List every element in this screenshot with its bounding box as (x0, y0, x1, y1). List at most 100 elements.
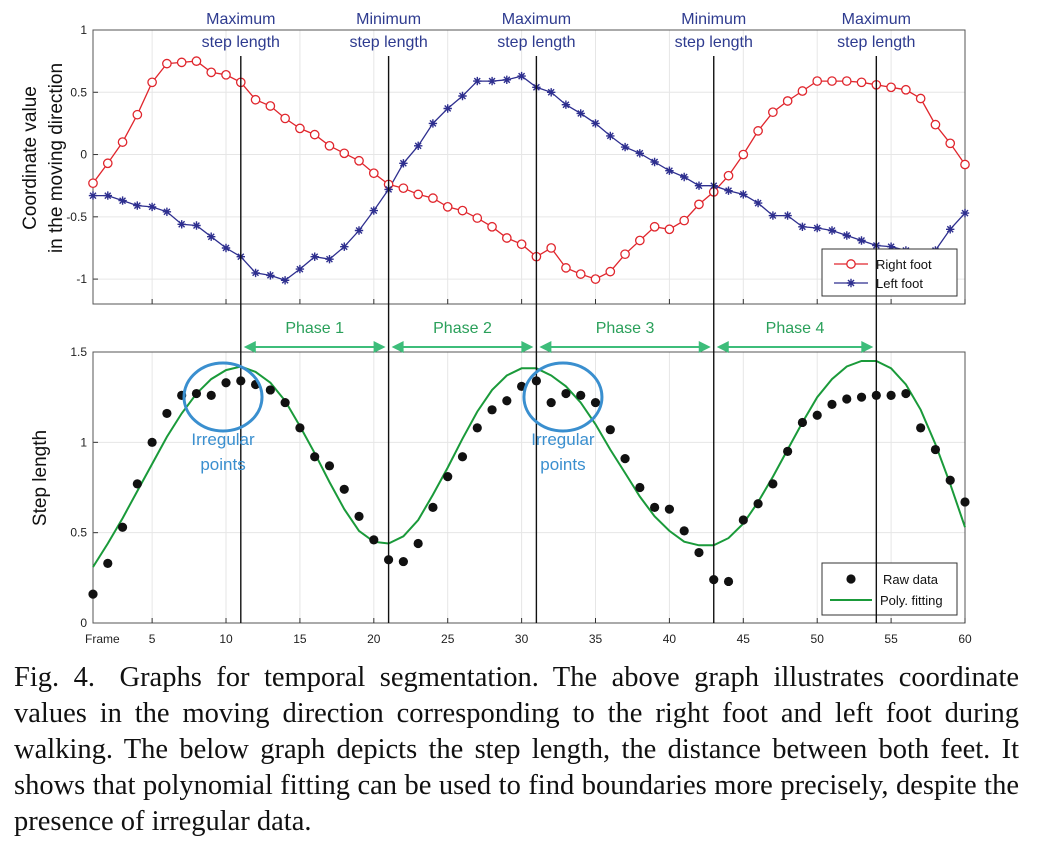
raw-data-point (369, 535, 379, 545)
right-foot-point (516, 239, 527, 250)
left-foot-point (753, 198, 763, 208)
left-foot-point (783, 211, 792, 220)
raw-data-point (221, 378, 231, 388)
top-ytick-label: 0.5 (70, 85, 87, 99)
left-foot-point (103, 191, 112, 200)
figure-caption: Fig. 4. Graphs for temporal segmentation… (14, 660, 1019, 840)
bottom-ytick-label: 1.5 (70, 345, 87, 359)
left-foot-point (946, 225, 955, 234)
right-foot-point (827, 76, 837, 86)
right-foot-point (753, 126, 763, 136)
raw-data-point (103, 558, 113, 568)
right-foot-point (413, 189, 424, 200)
left-foot-point (960, 208, 970, 218)
boundary-label-line1: Minimum (356, 11, 421, 28)
raw-data-point (147, 437, 157, 447)
phase-arrow-head-left (243, 341, 256, 353)
left-foot-point (739, 190, 748, 199)
left-foot-point (399, 159, 408, 168)
top-ytick-label: 0 (80, 148, 87, 162)
top-ytick-label: 1 (80, 23, 87, 37)
phase-label: Phase 2 (433, 320, 492, 337)
raw-data-point (664, 504, 675, 514)
left-foot-point (192, 221, 201, 230)
left-foot-point (517, 71, 526, 81)
bottom-xtick-label: 20 (367, 632, 381, 646)
left-foot-point (813, 223, 822, 233)
irregular-points-label-line1: Irregular (531, 430, 595, 449)
bottom-xtick-label: 35 (589, 632, 603, 646)
raw-data-point (487, 405, 497, 415)
right-foot-point (472, 213, 483, 223)
left-foot-point (325, 255, 334, 264)
raw-data-point (650, 502, 660, 512)
raw-data-point (783, 446, 793, 456)
right-foot-point (723, 170, 734, 181)
raw-data-point (901, 388, 911, 399)
phase-label: Phase 1 (285, 320, 344, 337)
right-foot-point (324, 140, 335, 151)
legend-poly-fit-label: Poly. fitting (880, 593, 943, 608)
left-foot-point (886, 242, 896, 251)
left-foot-point (635, 149, 644, 158)
raw-data-point (413, 538, 423, 549)
phase-arrow-head-right (698, 341, 711, 353)
irregular-points-label-line2: points (200, 455, 245, 474)
boundary-label-line2: step length (837, 34, 915, 51)
bottom-ytick-label: 1 (80, 435, 87, 449)
left-foot-point (502, 75, 511, 84)
bottom-ytick-label: 0 (80, 616, 87, 630)
left-foot-point (266, 271, 275, 280)
raw-data-point (398, 556, 408, 567)
right-foot-point (102, 158, 113, 169)
left-foot-point (547, 88, 556, 97)
right-foot-point (797, 86, 808, 96)
caption-figure-number: Fig. 4. (14, 662, 95, 693)
right-foot-point (265, 101, 276, 111)
x-axis-label: Frame (85, 632, 120, 646)
right-foot-point (915, 93, 926, 104)
bottom-chart-panel: 1.5 1 0.5 0 5 10 15 20 25 30 35 40 45 50 55 60 Frame Step… (30, 299, 972, 646)
right-foot-point (280, 113, 290, 124)
right-foot-point (221, 69, 231, 80)
right-foot-point (88, 178, 98, 189)
left-foot-point (162, 207, 172, 216)
legend-right-foot-marker (846, 259, 856, 269)
boundary-label-line1: Maximum (206, 11, 275, 28)
right-foot-point (768, 107, 778, 118)
raw-data-point (117, 522, 128, 532)
phase-arrow-head-left (539, 341, 552, 353)
right-foot-point (354, 155, 364, 166)
top-chart-panel: 1 0.5 0 -0.5 -1 Coordinate value in the moving… (20, 23, 970, 305)
right-foot-point (856, 77, 867, 88)
right-foot-point (309, 129, 320, 140)
raw-data-point (930, 444, 941, 455)
left-foot-point (88, 191, 98, 200)
left-foot-point (458, 91, 467, 101)
left-foot-point (665, 166, 674, 175)
left-foot-point (443, 104, 452, 113)
raw-data-point (472, 423, 482, 433)
raw-data-point (191, 388, 202, 399)
right-foot-point (841, 76, 852, 86)
phase-label: Phase 4 (766, 320, 825, 337)
left-foot-point (827, 226, 837, 235)
figure: 1 0.5 0 -0.5 -1 Coordinate value in the moving… (20, 11, 972, 646)
phase-arrow-head-right (861, 341, 874, 353)
left-foot-point (428, 119, 438, 128)
left-foot-point (694, 181, 704, 190)
legend-raw-data-label: Raw data (883, 572, 939, 587)
right-foot-point (132, 109, 143, 120)
bottom-ytick-label: 0.5 (70, 526, 87, 540)
raw-data-point (945, 475, 955, 485)
right-foot-point (590, 274, 601, 284)
caption-text: Graphs for temporal segmentation. The ab… (14, 662, 1020, 837)
left-foot-point (724, 186, 733, 195)
left-foot-point (207, 232, 216, 241)
raw-data-point (428, 502, 438, 512)
right-foot-point (339, 148, 350, 159)
left-foot-point (680, 172, 689, 182)
legend-raw-data-marker (846, 574, 856, 584)
raw-data-point (162, 408, 172, 419)
legend-right-foot-label: Right foot (876, 257, 932, 272)
